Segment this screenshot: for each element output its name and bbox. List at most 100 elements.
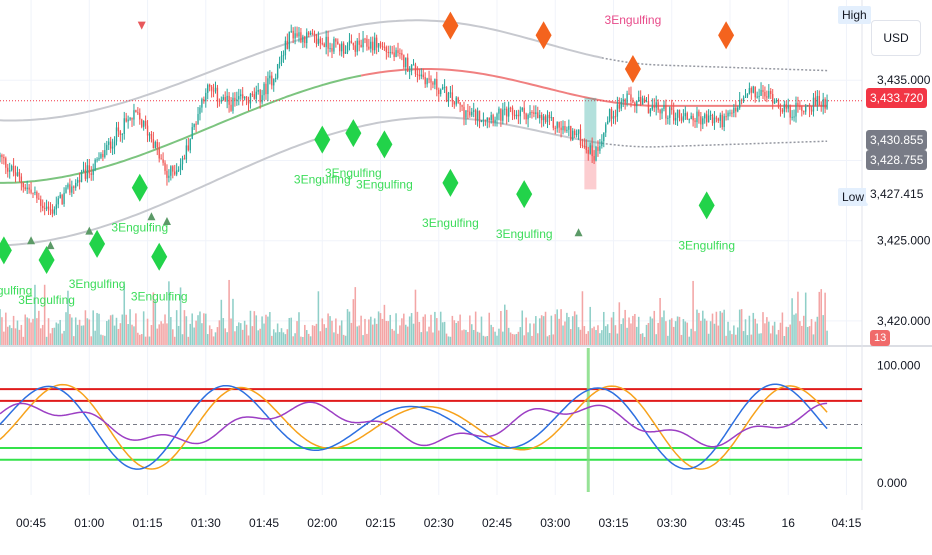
volume-bar [179,287,182,345]
x-tick-label: 03:00 [540,516,570,530]
bullish-triangle-marker [85,226,94,235]
volume-bar [408,316,411,345]
candle-body [183,158,186,160]
candle-body [210,86,213,91]
candle-body [449,92,452,94]
volume-bar [443,321,446,345]
candle-body [715,117,718,119]
volume-bar [290,317,292,345]
volume-bar [5,312,7,345]
candle-body [566,129,568,131]
candle-body [317,38,320,44]
volume-bar [274,332,277,345]
candle-body [240,94,242,97]
candle-body [408,70,411,72]
volume-bar [160,321,162,345]
volume-bar [410,313,413,345]
candle-body [663,104,665,110]
candle-body [208,84,211,87]
volume-bar [634,313,636,345]
candle-body [327,36,329,49]
volume-bar [585,333,588,345]
candle-body [284,40,287,56]
volume-bar [199,311,201,345]
volume-bar [723,309,725,345]
volume-bar [636,326,638,345]
basis-line-down [360,68,828,107]
candle-body [428,78,430,80]
candle-body [618,104,620,109]
candle-body [360,44,362,48]
candle-body [803,111,805,113]
volume-bar [659,297,661,345]
volume-bar [272,329,275,345]
candle-body [634,102,636,107]
candle-body [158,147,160,159]
candle-body [622,99,624,102]
candle-body [585,145,587,151]
volume-bar [344,335,347,345]
candle-body [414,64,417,75]
candle-body [653,105,655,108]
volume-bar [228,279,230,345]
volume-bar [738,309,741,345]
volume-bar [224,328,226,345]
candle-body [655,102,657,108]
candle-body [216,87,219,101]
candle-body [333,38,335,52]
volume-bar [55,322,58,345]
volume-bar [340,320,343,345]
volume-bar [740,309,743,345]
candle-body [172,166,174,172]
candle-body [610,109,613,119]
candle-body [760,89,762,96]
volume-bar [469,315,471,345]
candle-body [129,117,131,120]
volume-bar [214,332,217,345]
candle-body [643,98,646,103]
volume-bar [189,323,192,345]
candle-body [150,134,153,140]
volume-bar [709,321,712,345]
volume-bar [816,316,819,345]
volume-bar [148,336,151,345]
bullish-signal-marker [314,125,331,154]
candle-body [766,96,768,98]
candle-body [379,43,382,47]
candle-body [22,182,24,188]
candle-body [71,186,73,193]
volume-bar [397,333,399,345]
volume-bar [542,316,545,345]
volume-bar [251,326,254,345]
volume-bar [797,291,799,345]
volume-bar [317,291,320,345]
volume-bar [26,317,28,345]
volume-bar [447,336,450,345]
currency-button[interactable]: USD [871,20,921,56]
volume-bar [41,324,44,345]
candle-body [748,88,751,94]
volume-bar [606,324,609,345]
candle-body [261,95,263,103]
volume-bar [300,336,302,345]
volume-bar [154,300,157,345]
candle-body [43,207,46,209]
position-profit-box [584,97,597,148]
candle-body [265,83,267,95]
candle-body [560,127,562,131]
volume-bar [36,318,38,345]
candle-body [104,150,106,158]
volume-bar [639,333,642,345]
volume-bar [777,329,780,345]
candle-body [40,199,42,206]
volume-bar [170,317,172,345]
candle-body [275,77,277,80]
candle-body [294,33,296,39]
candle-body [222,97,224,100]
volume-bar [436,318,438,345]
volume-bar [562,325,564,345]
volume-bar [525,317,527,345]
volume-bar [377,311,380,345]
candle-body [517,114,520,117]
